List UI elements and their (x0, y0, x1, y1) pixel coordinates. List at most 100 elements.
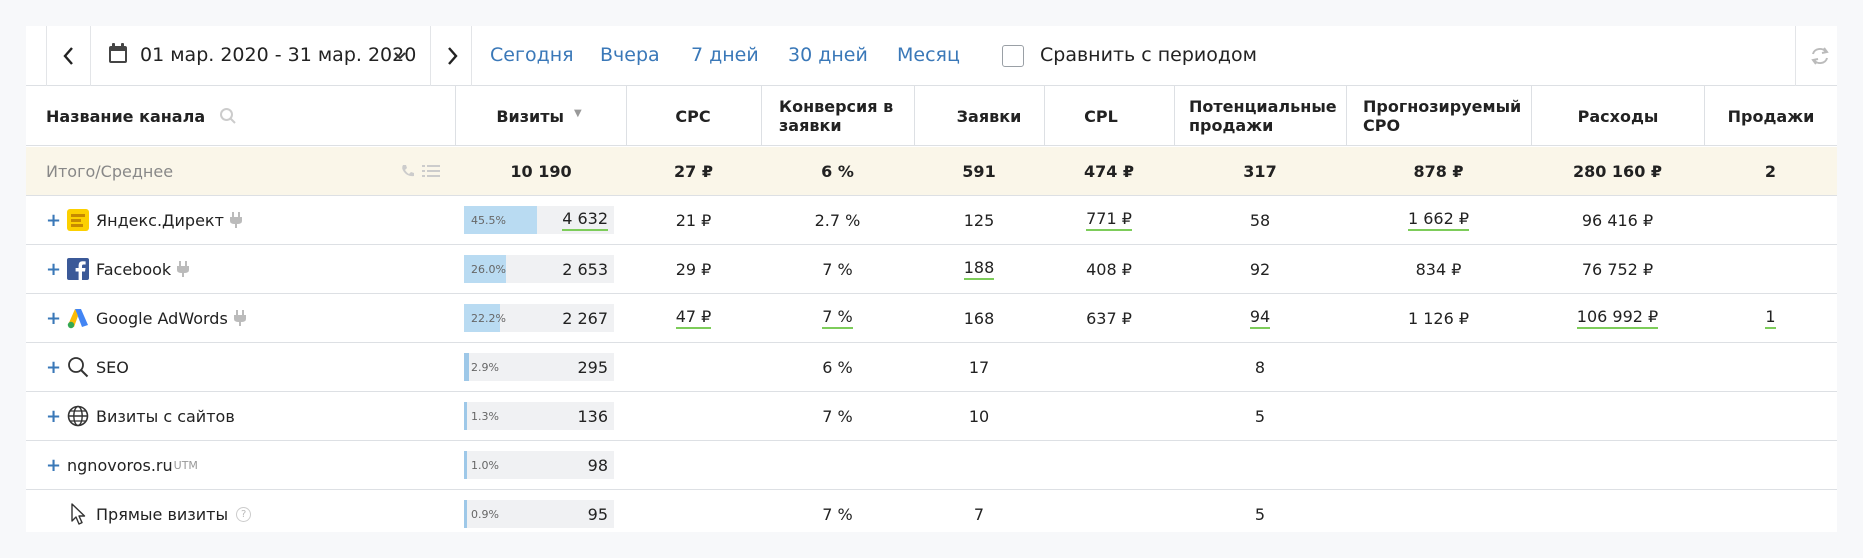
expand-button[interactable]: + (46, 356, 62, 378)
cpo-value: 1 126 ₽ (1407, 308, 1470, 328)
visits-value: 2 267 (562, 308, 608, 328)
divider (914, 86, 915, 146)
divider (455, 86, 456, 146)
expand-button[interactable]: + (46, 209, 62, 231)
divider (1044, 86, 1045, 146)
visits-value: 4 632 (562, 206, 608, 234)
col-leads-header[interactable]: Заявки (956, 106, 1022, 126)
period-today[interactable]: Сегодня (490, 44, 574, 66)
channel-name[interactable]: SEO (96, 357, 129, 377)
table-row: + Яндекс.Директ 45.5% 4 632 21 ₽ 2.7 % 1… (26, 196, 1837, 245)
col-cpo-header[interactable]: Прогнозируемый CPO (1363, 97, 1522, 135)
divider (46, 26, 47, 86)
expand-button[interactable]: + (46, 258, 62, 280)
cpo-value[interactable]: 1 662 ₽ (1346, 196, 1531, 244)
leads-value: 7 (973, 504, 985, 524)
visits-share-bar: 22.2% 2 267 (464, 304, 614, 332)
facebook-icon (67, 258, 89, 280)
globe-icon (67, 405, 89, 427)
expand-button[interactable]: + (46, 307, 62, 329)
conversion-value: 2.7 % (814, 210, 861, 230)
period-30-days[interactable]: 30 дней (788, 44, 868, 66)
search-icon[interactable] (219, 107, 237, 125)
visits-share-bar: 1.3% 136 (464, 402, 614, 430)
help-icon[interactable]: ? (236, 506, 252, 522)
visits-value: 95 (587, 504, 608, 524)
col-potential-header[interactable]: Потенциальные продажи (1189, 97, 1337, 135)
col-cpl-header[interactable]: CPL (1084, 106, 1118, 126)
cpl-value[interactable]: 771 ₽ (1044, 196, 1174, 244)
conversion-value[interactable]: 7 % (761, 294, 914, 342)
channel-name[interactable]: Google AdWords (96, 294, 246, 342)
chevron-down-icon[interactable] (393, 51, 407, 61)
period-yesterday[interactable]: Вчера (600, 44, 660, 66)
expand-button[interactable]: + (46, 454, 62, 476)
total-cpc: 27 ₽ (674, 161, 713, 181)
visits-share-fill (464, 451, 467, 479)
refresh-icon[interactable] (1809, 46, 1831, 66)
report-panel: 01 мар. 2020 - 31 мар. 2020 Сегодня Вчер… (26, 26, 1837, 532)
col-channel-header[interactable]: Название канала (46, 86, 366, 146)
date-toolbar: 01 мар. 2020 - 31 мар. 2020 Сегодня Вчер… (26, 26, 1837, 86)
compare-period-checkbox[interactable] (1002, 45, 1024, 67)
visits-share-fill (464, 500, 467, 528)
costs-value[interactable]: 106 992 ₽ (1531, 294, 1704, 342)
totals-label: Итого/Среднее (46, 161, 174, 181)
total-leads: 591 (962, 161, 996, 181)
visits-share-percent: 1.0% (471, 458, 499, 472)
leads-value[interactable]: 188 (914, 245, 1044, 293)
leads-value: 125 (963, 210, 995, 230)
visits-share-fill (464, 353, 469, 381)
potential-value: 5 (1254, 504, 1266, 524)
expand-button[interactable]: + (46, 405, 62, 427)
table-row: + SEO 2.9% 295 6 % 17 8 (26, 343, 1837, 392)
visits-share-percent: 0.9% (471, 507, 499, 521)
potential-value[interactable]: 94 (1174, 294, 1346, 342)
phone-icon[interactable] (400, 163, 416, 179)
visits-share-percent: 22.2% (471, 311, 506, 325)
table-row: + Визиты с сайтов 1.3% 136 7 % 10 5 (26, 392, 1837, 441)
cpc-value[interactable]: 47 ₽ (626, 294, 761, 342)
visits-share-fill (464, 304, 500, 332)
chevron-left-icon (63, 47, 73, 65)
col-sales-header[interactable]: Продажи (1727, 106, 1815, 126)
col-visits-header[interactable]: Визиты ▼ (456, 86, 622, 146)
col-costs-header[interactable]: Расходы (1577, 106, 1659, 126)
compare-period-label[interactable]: Сравнить с периодом (1040, 44, 1257, 66)
conversion-value: 7 % (822, 504, 853, 524)
cpc-value: 21 ₽ (675, 210, 712, 230)
col-conversion-header[interactable]: Конверсия в заявки (779, 97, 894, 135)
col-cpc-header[interactable]: CPC (675, 106, 711, 126)
plug-icon (177, 261, 190, 277)
visits-share-fill (464, 255, 506, 283)
channel-name[interactable]: Прямые визиты ? (96, 490, 252, 538)
channel-name[interactable]: ngnovoros.ru UTM (67, 455, 198, 475)
sales-value (1704, 245, 1837, 293)
sales-value[interactable]: 1 (1704, 294, 1837, 342)
visits-share-fill (464, 206, 537, 234)
prev-period-button[interactable] (59, 44, 79, 68)
total-costs: 280 160 ₽ (1572, 161, 1663, 181)
potential-value: 58 (1249, 210, 1271, 230)
channel-name[interactable]: Facebook (96, 245, 190, 293)
divider (761, 86, 762, 146)
potential-value: 8 (1254, 357, 1266, 377)
utm-badge: UTM (173, 458, 198, 472)
table-row: Прямые визиты ? 0.9% 95 7 % 7 5 (26, 490, 1837, 539)
channel-name[interactable]: Яндекс.Директ (96, 196, 242, 244)
potential-value: 5 (1254, 406, 1266, 426)
divider (1346, 86, 1347, 146)
cpl-value: 637 ₽ (1086, 308, 1132, 328)
google-adwords-icon (67, 309, 88, 329)
list-icon[interactable] (422, 163, 440, 179)
visits-share-bar: 1.0% 98 (464, 451, 614, 479)
next-period-button[interactable] (442, 44, 462, 68)
channel-name[interactable]: Визиты с сайтов (96, 406, 235, 426)
date-range-picker[interactable]: 01 мар. 2020 - 31 мар. 2020 (140, 44, 417, 66)
period-month[interactable]: Месяц (897, 44, 960, 66)
divider (1704, 86, 1705, 146)
visits-share-bar: 2.9% 295 (464, 353, 614, 381)
divider (471, 26, 472, 86)
period-7-days[interactable]: 7 дней (691, 44, 759, 66)
total-cpo: 878 ₽ (1413, 161, 1464, 181)
